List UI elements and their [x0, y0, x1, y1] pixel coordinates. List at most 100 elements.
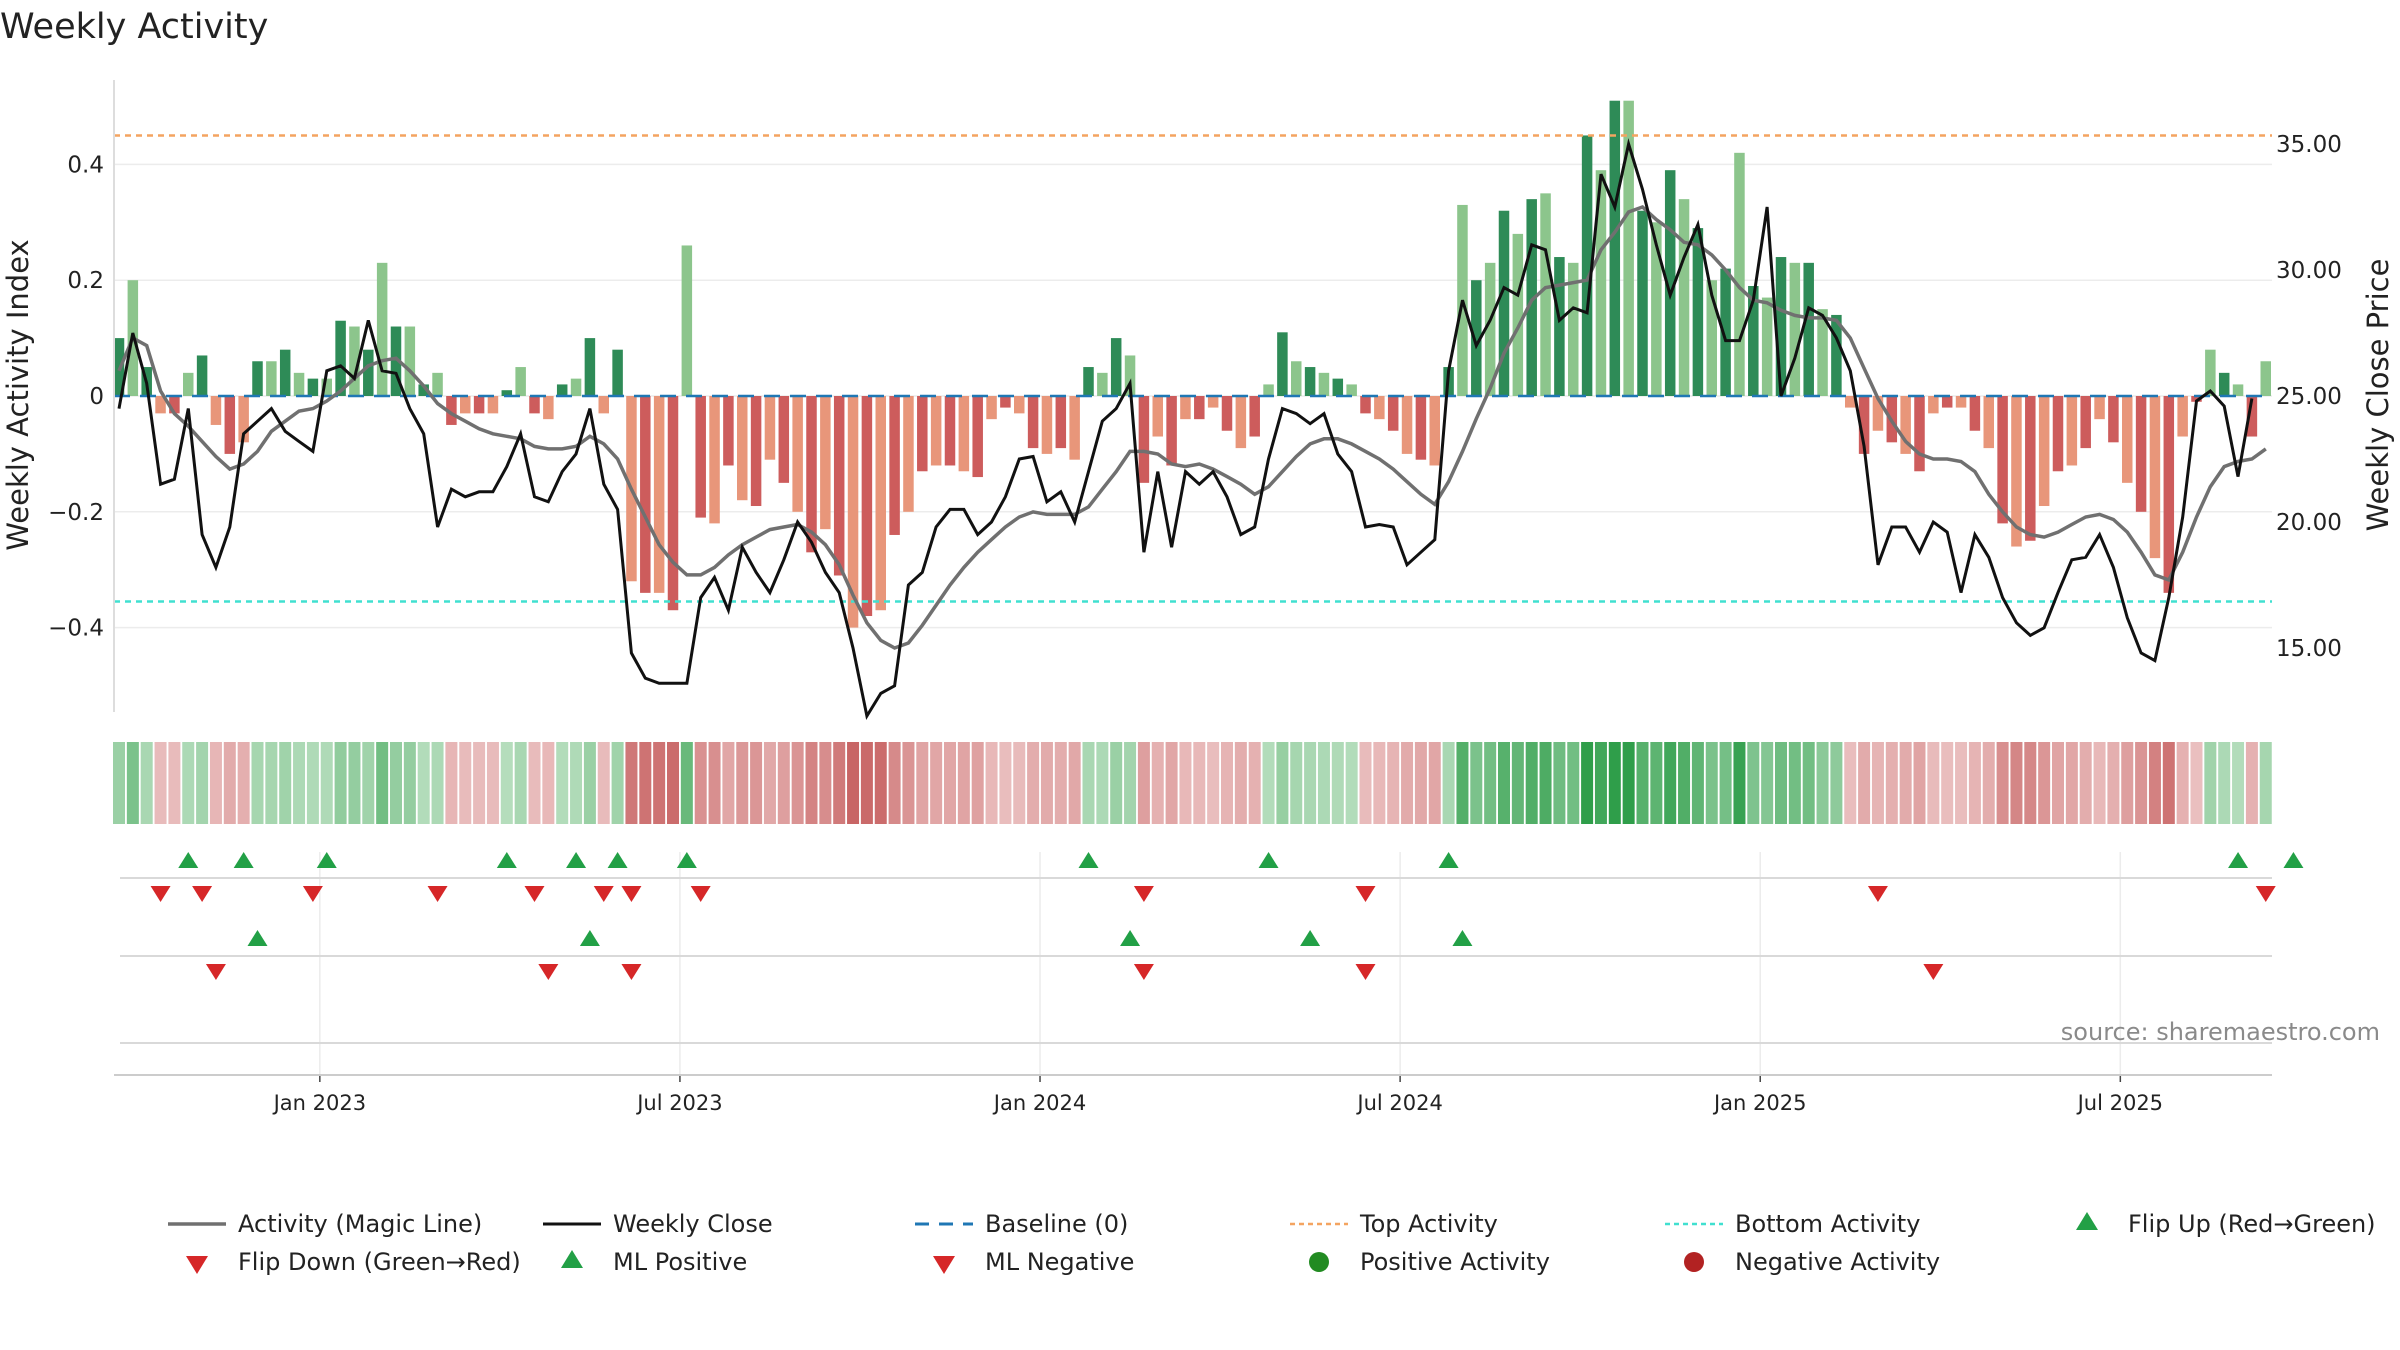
heat-cell	[597, 742, 610, 824]
activity-bar	[1249, 396, 1260, 437]
heat-cell	[1124, 742, 1137, 824]
activity-bar	[1803, 262, 1814, 396]
heat-cell	[680, 742, 693, 824]
heat-cell	[805, 742, 818, 824]
activity-bar	[2232, 384, 2244, 396]
activity-bar	[460, 396, 471, 414]
activity-bar	[169, 396, 180, 414]
heat-cell	[1913, 742, 1926, 824]
legend-swatch-down-triangle	[933, 1256, 955, 1274]
heat-cell	[113, 742, 125, 824]
activity-bar	[1623, 100, 1634, 397]
activity-bar	[1360, 396, 1371, 414]
activity-bar	[723, 396, 734, 466]
flip-down-marker	[1355, 886, 1376, 902]
heat-cell	[791, 742, 804, 824]
activity-bar	[2191, 396, 2202, 402]
heat-cell	[2204, 742, 2217, 824]
heat-cell	[237, 742, 250, 824]
heat-cell	[140, 742, 153, 824]
activity-bar	[1055, 396, 1067, 449]
legend-label: ML Negative	[985, 1248, 1134, 1276]
legend-swatch-positive-dot	[1309, 1252, 1329, 1272]
y-tick-label: −0.4	[48, 616, 104, 642]
heat-cell	[583, 742, 596, 824]
legend: Activity (Magic Line) Weekly Close Baselin…	[168, 1210, 2376, 1276]
ml-negative-marker	[205, 964, 226, 980]
heat-cell	[750, 742, 763, 824]
ml-positive-marker	[579, 930, 600, 946]
heat-cell	[542, 742, 555, 824]
y-tick-label: 0.4	[67, 152, 104, 178]
activity-bar	[446, 396, 457, 425]
heat-cell	[1428, 742, 1441, 824]
activity-bar	[1124, 355, 1136, 396]
activity-bar	[224, 396, 236, 454]
activity-bar	[1415, 396, 1427, 460]
heat-cell	[2107, 742, 2120, 824]
y-tick-label: 0	[89, 384, 104, 410]
activity-bar	[1706, 280, 1717, 396]
heat-cell	[1470, 742, 1483, 824]
grid-layer	[114, 163, 2272, 1075]
activity-bar	[1845, 396, 1856, 408]
activity-bar	[1304, 367, 1316, 396]
heat-cell	[1691, 742, 1704, 824]
heat-cell	[1511, 742, 1524, 824]
activity-bar	[1000, 396, 1011, 408]
activity-bar	[155, 396, 166, 414]
flip-up-marker	[676, 852, 697, 868]
ml-negative-marker	[538, 964, 559, 980]
flip-up-marker	[607, 852, 628, 868]
activity-bar	[1637, 210, 1648, 396]
y-axis-label: Weekly Activity Index	[1, 239, 35, 550]
activity-bar	[1318, 372, 1330, 396]
heat-cell	[1276, 742, 1289, 824]
heat-cell	[459, 742, 472, 824]
activity-bar	[1692, 228, 1704, 396]
activity-bar	[1387, 396, 1399, 431]
heat-cell	[1525, 742, 1538, 824]
heat-cell	[2052, 742, 2064, 824]
activity-bar	[1429, 396, 1440, 466]
heat-cell	[445, 742, 458, 824]
heat-cell	[1082, 742, 1095, 824]
heat-cell	[168, 742, 181, 824]
heat-cell	[334, 742, 347, 824]
heat-cell	[1317, 742, 1330, 824]
heat-cell	[777, 742, 790, 824]
activity-bar	[1180, 396, 1191, 420]
activity-bar	[792, 396, 803, 512]
legend-label: Weekly Close	[613, 1210, 773, 1238]
activity-bar	[432, 372, 443, 396]
heat-cell	[1636, 742, 1649, 824]
heat-cell	[1858, 742, 1871, 824]
heat-cell	[1401, 742, 1414, 824]
activity-bar	[681, 245, 693, 396]
heat-cell	[653, 742, 666, 824]
activity-bar	[1069, 396, 1080, 460]
activity-bar	[210, 396, 222, 425]
heat-cell	[209, 742, 222, 824]
ml-positive-marker	[1120, 930, 1141, 946]
activity-bar	[1526, 199, 1537, 396]
activity-bar	[778, 396, 790, 483]
heat-cell	[1013, 742, 1026, 824]
activity-bar	[183, 372, 194, 396]
flip-down-marker	[593, 886, 614, 902]
legend-label: Baseline (0)	[985, 1210, 1128, 1238]
activity-bar	[418, 384, 429, 396]
activity-bar	[238, 396, 249, 443]
activity-bar	[972, 396, 983, 478]
heat-cell	[944, 742, 956, 824]
heat-cell	[999, 742, 1012, 824]
heat-cell	[1262, 742, 1275, 824]
activity-bar	[737, 396, 748, 501]
x-tick-label: Jul 2024	[1355, 1091, 1442, 1115]
heat-cell	[514, 742, 527, 824]
activity-bar	[1595, 170, 1607, 396]
heat-cell	[1193, 742, 1206, 824]
heat-cell	[486, 742, 499, 824]
flip-up-marker	[178, 852, 199, 868]
activity-bar	[279, 349, 291, 396]
